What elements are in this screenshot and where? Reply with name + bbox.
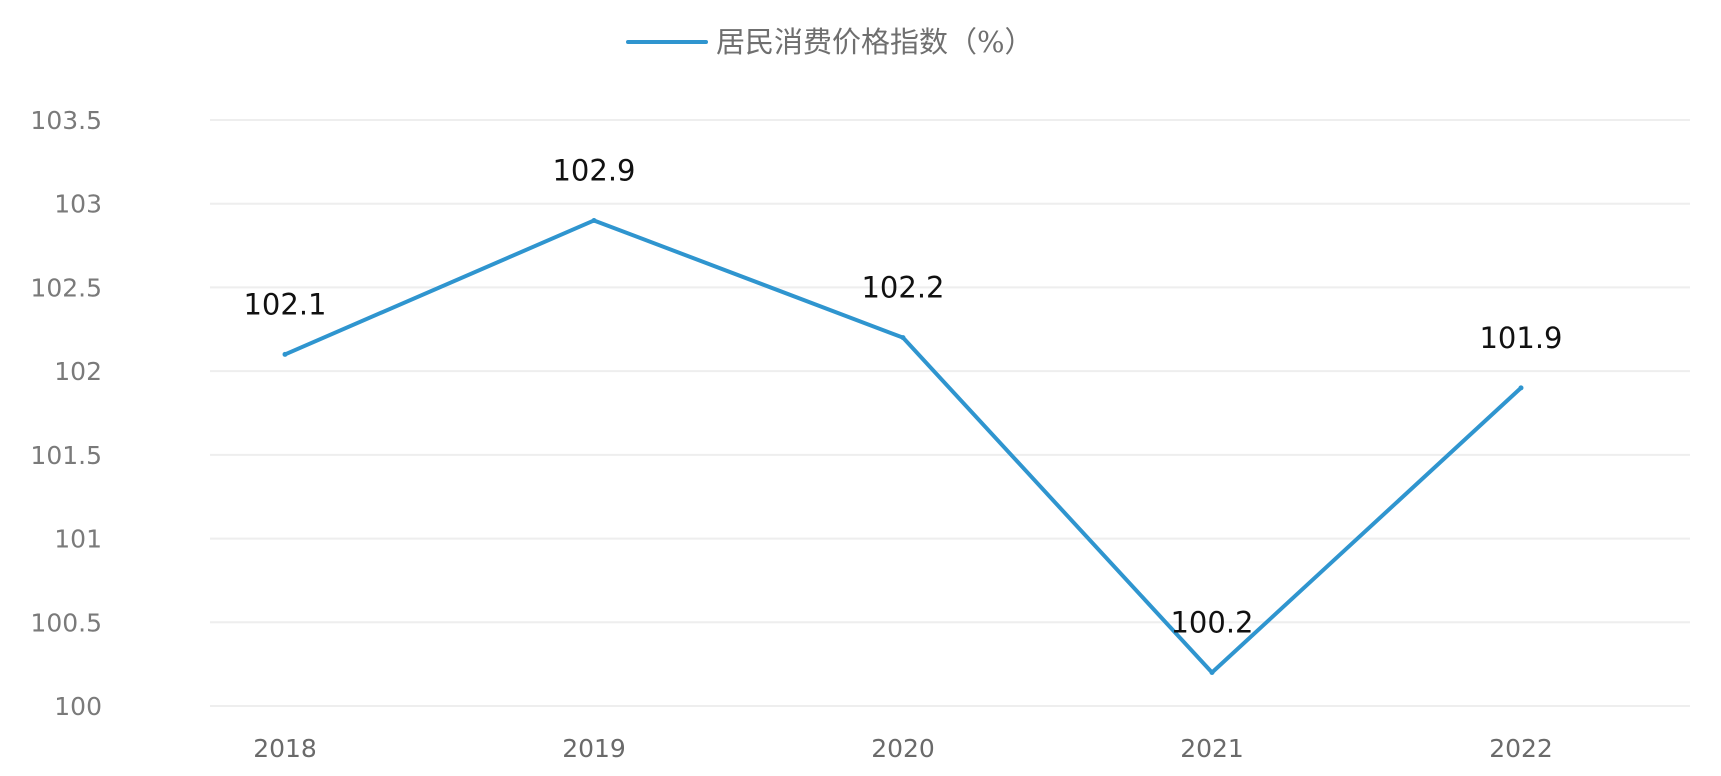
x-tick-label: 2022: [1489, 734, 1553, 763]
y-tick-label: 101.5: [30, 441, 102, 470]
data-point: [591, 217, 597, 223]
data-points: [282, 217, 1524, 676]
x-tick-label: 2019: [562, 734, 626, 763]
gridlines: [210, 119, 1690, 707]
data-label: 102.1: [243, 287, 326, 321]
y-tick-label: 103.5: [30, 106, 102, 135]
data-label: 101.9: [1479, 321, 1562, 355]
y-tick-label: 103: [54, 190, 102, 219]
x-axis-ticks: 2018 2019 2020 2021 2022: [253, 734, 1553, 763]
legend-label: 居民消费价格指数（%）: [716, 25, 1034, 59]
y-tick-label: 101: [54, 525, 102, 554]
data-label: 100.2: [1170, 606, 1253, 640]
data-labels: 102.1 102.9 102.2 100.2 101.9: [243, 153, 1562, 639]
y-axis-ticks: 100 100.5 101 101.5 102 102.5 103 103.5: [30, 106, 102, 721]
y-tick-label: 102.5: [30, 273, 102, 302]
data-point: [282, 351, 288, 357]
x-tick-label: 2018: [253, 734, 317, 763]
y-tick-label: 100: [54, 692, 102, 721]
data-label: 102.9: [552, 153, 635, 187]
data-point: [1209, 670, 1215, 676]
data-point: [900, 335, 906, 341]
legend: 居民消费价格指数（%）: [626, 25, 1034, 59]
y-tick-label: 100.5: [30, 608, 102, 637]
x-tick-label: 2021: [1180, 734, 1244, 763]
y-tick-label: 102: [54, 357, 102, 386]
x-tick-label: 2020: [871, 734, 935, 763]
data-point: [1518, 385, 1524, 391]
data-label: 102.2: [861, 271, 944, 305]
